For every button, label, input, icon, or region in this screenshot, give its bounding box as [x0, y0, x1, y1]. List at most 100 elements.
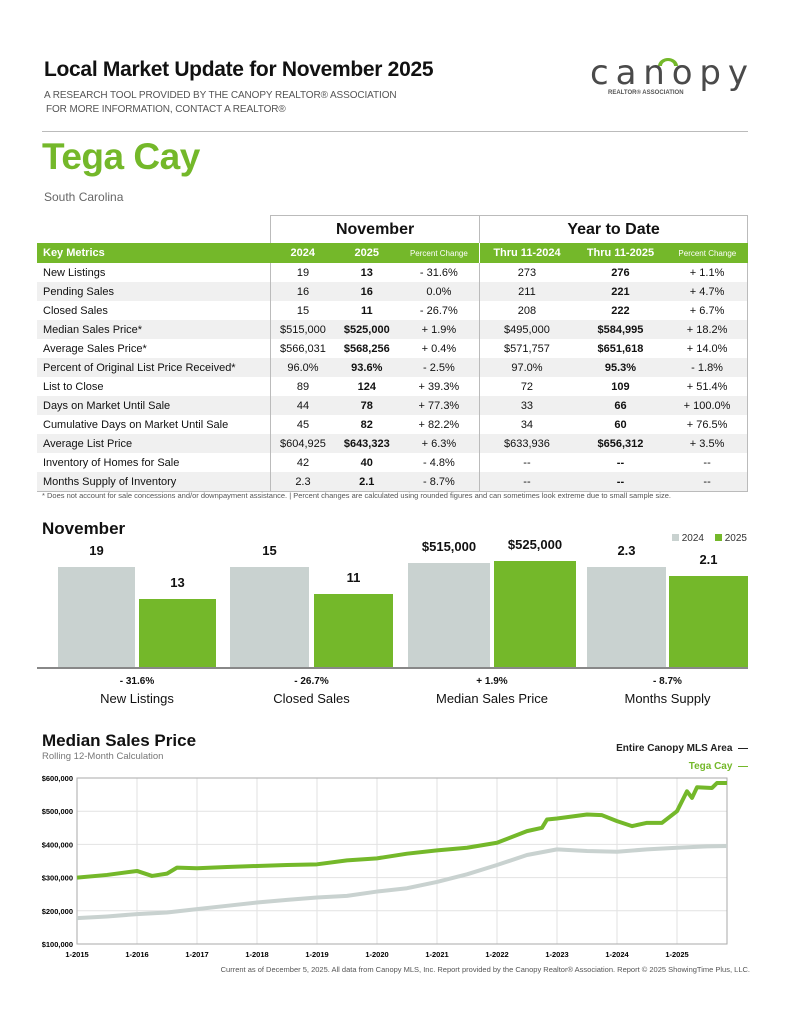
column-header: Thru 11-2024	[479, 243, 574, 263]
metric-value: 45	[269, 415, 335, 434]
x-tick-label: 1-2025	[665, 950, 688, 959]
table-row: Pending Sales 16 16 0.0% 211 221 + 4.7%	[37, 282, 749, 301]
metric-value: 19	[269, 263, 335, 282]
metric-value: 42	[269, 453, 335, 472]
metric-value: + 3.5%	[667, 434, 749, 453]
metric-value: $633,936	[479, 434, 574, 453]
metric-value: $656,312	[573, 434, 668, 453]
metric-value: 66	[573, 396, 668, 415]
subtitle-line-1: A Research Tool Provided by the Canopy R…	[44, 90, 397, 101]
table-row: Months Supply of Inventory 2.3 2.1- 8.7% --…	[37, 472, 749, 492]
legend-tega-cay: Tega Cay —	[688, 761, 748, 772]
x-tick-label: 1-2017	[185, 950, 208, 959]
metric-value: 2.3	[269, 472, 335, 492]
column-header: 2024	[270, 243, 335, 263]
metric-value: 15	[269, 301, 335, 320]
table-row: Cumulative Days on Market Until Sale 45 82…	[37, 415, 749, 434]
metric-value: 16	[334, 282, 399, 301]
bar-2024	[58, 567, 135, 667]
x-tick-label: 1-2021	[425, 950, 448, 959]
metric-value: --	[616, 456, 625, 469]
metric-value: 16	[269, 282, 335, 301]
state-name: South Carolina	[44, 190, 124, 204]
metric-value: 0.0%	[398, 282, 480, 301]
table-row: New Listings 19 13 - 31.6% 273 276 + 1.1%	[37, 263, 749, 282]
metric-value: $568,256	[343, 342, 390, 355]
table-row: Days on Market Until Sale 44 78 + 77.3% 33 66…	[37, 396, 749, 415]
category-label: Closed Sales	[273, 691, 350, 706]
metric-value: 93.6%	[334, 358, 399, 377]
bar-value-label: 2.1	[699, 551, 718, 567]
metric-name: Months Supply of Inventory	[37, 472, 271, 492]
metric-value: --	[667, 472, 749, 492]
bar-value-label: $515,000	[421, 539, 477, 555]
metric-value: + 14.0%	[667, 339, 749, 358]
y-tick-label: $100,000	[42, 940, 73, 949]
legend-label-canopy: Entire Canopy MLS Area	[616, 743, 733, 754]
metric-name: Pending Sales	[37, 282, 271, 301]
legend-canopy: Entire Canopy MLS Area —	[616, 743, 748, 754]
bar-2025	[314, 593, 393, 667]
metric-value: 97.0%	[479, 358, 574, 377]
metric-name: List to Close	[43, 380, 104, 393]
metric-value: --	[573, 472, 668, 492]
legend-label-2025: 2025	[724, 533, 747, 544]
metric-value: $515,000	[269, 320, 335, 339]
divider	[42, 131, 748, 132]
bar-value-label: $525,000	[507, 537, 563, 552]
x-tick-label: 1-2022	[485, 950, 508, 959]
category-label: New Listings	[100, 691, 174, 706]
bar-chart-legend: 2024 2025	[664, 533, 747, 544]
metric-value: $571,757	[479, 339, 574, 358]
table-row: Median Sales Price* $515,000 $525,000 + 1.9…	[37, 320, 749, 339]
metric-value: + 39.3%	[418, 380, 460, 393]
metric-name: Percent of Original List Price Received*	[37, 358, 271, 377]
footer-credit: Current as of December 5, 2025. All data…	[220, 965, 750, 974]
metric-name: Average Sales Price*	[43, 342, 147, 355]
metric-value: 13	[360, 266, 373, 279]
metric-value: 222	[611, 304, 630, 317]
table-footnote: * Does not account for sale concessions …	[42, 491, 671, 500]
metric-value: --	[667, 453, 749, 472]
metric-value: $651,618	[597, 342, 644, 355]
y-tick-label: $400,000	[42, 840, 73, 849]
metric-name: Average List Price	[37, 434, 271, 453]
bar-2024	[230, 567, 309, 667]
canopy-logo: canopy REALTOR® ASSOCIATION	[590, 53, 748, 96]
metric-value: $584,995	[573, 320, 668, 339]
group-year-to-date: Year to Date	[479, 215, 748, 243]
metric-value: $604,925	[269, 434, 335, 453]
percent-change-label: - 8.7%	[653, 676, 682, 687]
metric-name: Inventory of Homes for Sale	[43, 456, 180, 469]
bar-2025	[669, 575, 748, 667]
metric-value: $525,000	[334, 320, 399, 339]
metric-value: + 76.5%	[667, 415, 749, 434]
metric-value: - 1.8%	[667, 358, 749, 377]
metric-value: - 4.8%	[422, 456, 455, 469]
metric-value: - 26.7%	[419, 304, 458, 317]
column-header: Percent Change	[398, 243, 480, 263]
legend-swatch-2024	[671, 534, 679, 541]
bar-value-label: 11	[346, 569, 361, 585]
column-header: Thru 11-2025	[573, 243, 668, 263]
x-tick-label: 1-2024	[605, 950, 629, 959]
metric-value: 40	[360, 456, 373, 469]
column-header: Key Metrics	[37, 243, 271, 263]
column-header: 2025	[334, 243, 399, 263]
metric-value: + 100.0%	[667, 396, 749, 415]
svg-text:REALTOR® ASSOCIATION: REALTOR® ASSOCIATION	[608, 89, 684, 96]
line-chart: $100,000 $200,000 $300,000 $400,000 $500,000…	[42, 774, 728, 959]
table-row: Average Sales Price* $566,031 $568,256 + 0.…	[37, 339, 749, 358]
y-tick-label: $300,000	[42, 874, 73, 883]
metric-value: 95.3%	[573, 358, 668, 377]
percent-change-label: - 26.7%	[294, 676, 329, 687]
bar-baseline	[37, 667, 748, 669]
category-label: Months Supply	[624, 691, 711, 706]
metric-value: 124	[357, 380, 376, 393]
metric-value: 96.0%	[269, 358, 335, 377]
metric-value: 11	[360, 304, 373, 317]
key-metrics-table: November Year to Date Key Metrics 2024 202…	[37, 215, 749, 492]
x-tick-label: 1-2023	[545, 950, 568, 959]
y-tick-label: $500,000	[42, 807, 73, 816]
